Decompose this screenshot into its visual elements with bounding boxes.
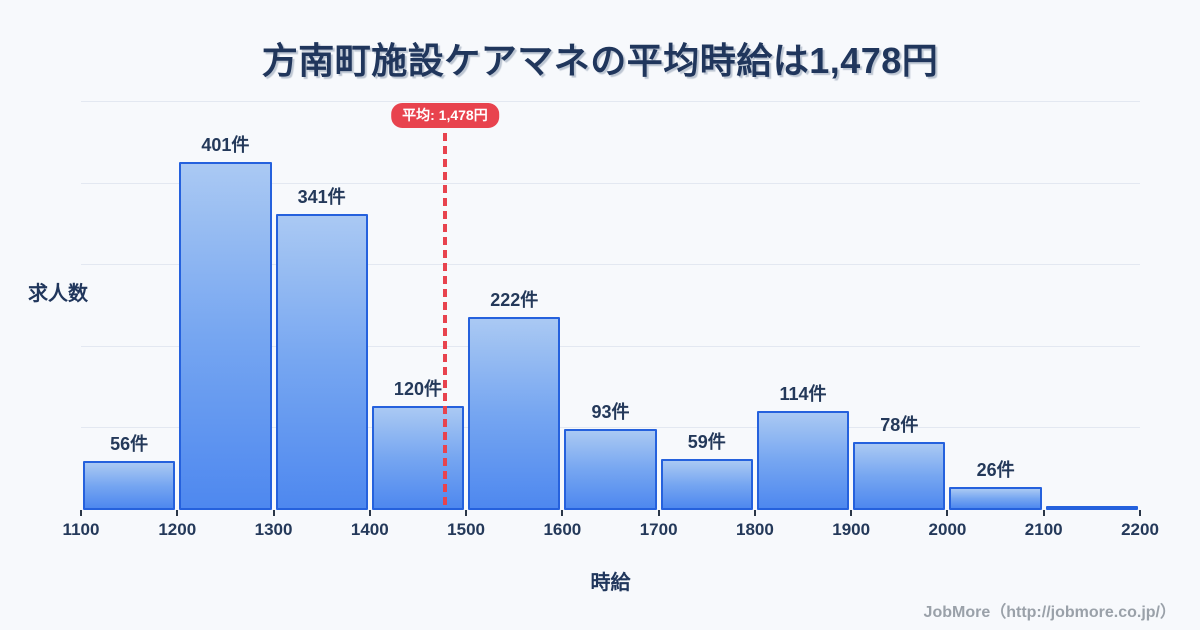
x-tick-mark xyxy=(946,510,949,516)
x-tick-label: 1900 xyxy=(832,520,871,539)
histogram-bar xyxy=(371,405,465,510)
x-tick-label: 1300 xyxy=(254,520,293,539)
x-tick-label: 1100 xyxy=(62,520,100,539)
gridline xyxy=(81,182,1140,184)
gridline xyxy=(81,101,1140,102)
histogram-bar xyxy=(468,317,561,510)
x-tick-label: 2000 xyxy=(928,520,967,539)
bar-count-label: 78件 xyxy=(880,415,919,436)
histogram-bar xyxy=(949,487,1042,510)
bar-count-label: 401件 xyxy=(201,134,250,155)
bar-count-label: 120件 xyxy=(393,378,442,399)
footer-credit: JobMore（http://jobmore.co.jp/） xyxy=(923,604,1176,621)
average-dashed-line xyxy=(443,133,447,510)
x-tick-mark xyxy=(368,510,371,516)
gridline xyxy=(81,345,1140,347)
x-tick-mark xyxy=(561,510,564,516)
y-axis-label: 求人数 xyxy=(28,283,88,305)
bar-count-label: 56件 xyxy=(110,434,149,455)
x-tick-mark xyxy=(80,510,82,516)
x-tick-label: 2100 xyxy=(1024,520,1063,539)
bar-count-label: 341件 xyxy=(297,187,346,208)
bar-count-label: 59件 xyxy=(687,431,726,452)
x-tick-mark xyxy=(272,510,275,516)
histogram-bar xyxy=(275,214,368,510)
histogram-bar xyxy=(564,429,657,510)
x-tick-mark xyxy=(657,510,660,516)
x-axis-label: 時給 xyxy=(590,572,631,594)
plot-area: 56件 401件 341件 120件 222件 93件 59件 114件 78件 26件 1100 1… xyxy=(63,75,1159,539)
x-tick-mark xyxy=(753,510,756,516)
x-tick-label: 1400 xyxy=(350,520,389,539)
bar-count-label: 26件 xyxy=(976,460,1015,481)
histogram-bar xyxy=(83,461,176,510)
x-tick-label: 2200 xyxy=(1121,520,1159,539)
x-tick-mark xyxy=(850,510,853,516)
bar-count-label: 114件 xyxy=(779,384,827,405)
x-tick-label: 1200 xyxy=(158,520,197,539)
average-badge: 平均: 1,478円 xyxy=(391,103,499,128)
histogram-bar xyxy=(853,442,946,510)
gridline xyxy=(81,427,1140,429)
x-tick-label: 1500 xyxy=(447,520,485,539)
x-tick-label: 1800 xyxy=(735,520,774,539)
x-tick-label: 1700 xyxy=(639,520,678,539)
x-tick-mark xyxy=(465,510,468,516)
x-tick-label: 1600 xyxy=(543,520,582,539)
histogram-bar xyxy=(756,411,850,510)
chart-title: 方南町施設ケアマネの平均時給は1,478円 xyxy=(261,40,939,81)
gridline xyxy=(81,264,1140,266)
bar-count-label: 222件 xyxy=(490,290,539,311)
histogram-bar xyxy=(660,458,753,510)
histogram-bar xyxy=(1045,506,1138,510)
histogram-bar xyxy=(179,161,272,510)
x-tick-mark xyxy=(1139,510,1141,516)
x-tick-mark xyxy=(176,510,179,516)
x-tick-mark xyxy=(1042,510,1045,516)
bar-count-label: 93件 xyxy=(591,402,630,423)
